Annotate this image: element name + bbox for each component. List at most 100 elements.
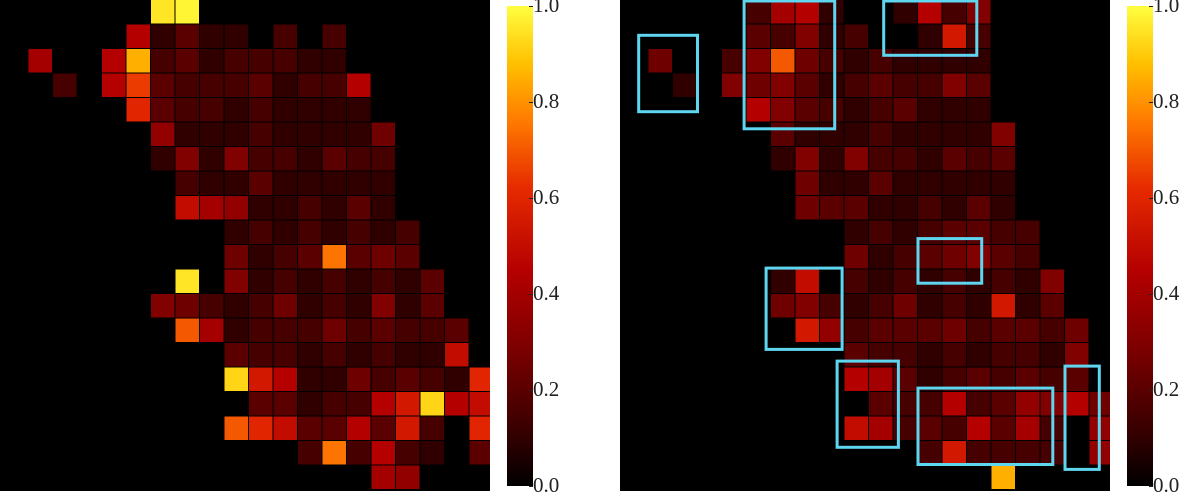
heatmap-cell — [322, 122, 346, 146]
heatmap-cell — [200, 98, 224, 122]
heatmap-cell — [869, 392, 893, 416]
heatmap-cell — [322, 392, 346, 416]
heatmap-cell — [1016, 269, 1040, 293]
heatmap-cell — [102, 49, 126, 73]
heatmap-cell — [298, 318, 322, 342]
heatmap-cell — [844, 220, 868, 244]
heatmap-cell — [322, 171, 346, 195]
heatmap-cell — [869, 318, 893, 342]
colorbar-right-ticks: 0.0 0.2 0.4 0.6 0.8 1.0 — [1148, 0, 1187, 496]
heatmap-cell — [795, 49, 819, 73]
heatmap-cell — [249, 318, 273, 342]
heatmap-cell — [942, 0, 966, 24]
heatmap-cell — [151, 122, 175, 146]
heatmap-cell — [28, 49, 52, 73]
heatmap-cell — [820, 73, 844, 97]
heatmap-cell — [795, 269, 819, 293]
heatmap-cell — [298, 343, 322, 367]
heatmap-cell — [820, 196, 844, 220]
heatmap-cell — [1040, 294, 1064, 318]
heatmap-cell — [469, 416, 490, 440]
heatmap-cell — [795, 98, 819, 122]
heatmap-cell — [967, 24, 991, 48]
heatmap-cell — [991, 318, 1015, 342]
colorbar-tick-label: 0.4 — [528, 281, 560, 305]
heatmap-cell — [224, 294, 248, 318]
heatmap-cell — [967, 245, 991, 269]
heatmap-cell — [273, 416, 297, 440]
heatmap-cell — [795, 24, 819, 48]
heatmap-cell — [844, 367, 868, 391]
heatmap-cell — [347, 343, 371, 367]
heatmap-cell — [918, 392, 942, 416]
heatmap-cell — [420, 343, 444, 367]
heatmap-cell — [273, 392, 297, 416]
heatmap-cell — [918, 98, 942, 122]
heatmap-cell — [273, 269, 297, 293]
heatmap-cell — [918, 171, 942, 195]
heatmap-cell — [893, 0, 917, 24]
colorbar-tick-label: 1.0 — [1148, 0, 1179, 16]
heatmap-cell — [820, 147, 844, 171]
heatmap-cell — [1065, 343, 1089, 367]
heatmap-cell — [175, 269, 199, 293]
heatmap-cell — [1016, 367, 1040, 391]
heatmap-cell — [322, 24, 346, 48]
heatmap-cell — [249, 416, 273, 440]
heatmap-cell — [918, 294, 942, 318]
heatmap-cell — [347, 196, 371, 220]
heatmap-cell — [771, 0, 795, 24]
heatmap-cell — [298, 147, 322, 171]
heatmap-cell — [893, 196, 917, 220]
heatmap-cell — [347, 171, 371, 195]
heatmap-cell — [918, 318, 942, 342]
heatmap-cell — [175, 98, 199, 122]
heatmap-cell — [322, 441, 346, 465]
heatmap-cell — [175, 49, 199, 73]
heatmap-cell — [322, 367, 346, 391]
heatmap-cell — [420, 269, 444, 293]
heatmap-cell — [942, 269, 966, 293]
heatmap-cell — [942, 196, 966, 220]
heatmap-cell — [347, 441, 371, 465]
heatmap-cell — [648, 49, 672, 73]
heatmap-cell — [371, 171, 395, 195]
heatmap-cell — [795, 0, 819, 24]
heatmap-cell — [249, 392, 273, 416]
heatmap-cell — [746, 24, 770, 48]
heatmap-cell — [469, 392, 490, 416]
heatmap-cell — [1040, 318, 1064, 342]
heatmap-cell — [224, 318, 248, 342]
heatmap-cell — [224, 196, 248, 220]
heatmap-cell — [126, 73, 150, 97]
heatmap-cell — [175, 24, 199, 48]
heatmap-cell — [445, 367, 469, 391]
heatmap-cell — [1016, 318, 1040, 342]
heatmap-cell — [844, 73, 868, 97]
heatmap-cell — [322, 416, 346, 440]
heatmap-cell — [273, 24, 297, 48]
heatmap-cell — [175, 0, 199, 24]
heatmap-cell — [942, 171, 966, 195]
heatmap-cell — [347, 367, 371, 391]
heatmap-cell — [396, 220, 420, 244]
heatmap-cell — [869, 294, 893, 318]
heatmap-cell — [298, 171, 322, 195]
colorbar-left — [507, 6, 533, 486]
heatmap-cell — [322, 318, 346, 342]
heatmap-cell — [844, 122, 868, 146]
heatmap-cell — [445, 392, 469, 416]
heatmap-cell — [200, 49, 224, 73]
heatmap-cell — [298, 220, 322, 244]
heatmap-cell — [991, 196, 1015, 220]
highlight-box — [742, 0, 837, 131]
heatmap-cell — [942, 318, 966, 342]
heatmap-cell — [151, 294, 175, 318]
heatmap-cell — [844, 318, 868, 342]
heatmap-cell — [967, 441, 991, 465]
heatmap-cell — [298, 367, 322, 391]
heatmap-cell — [224, 122, 248, 146]
heatmap-cell — [991, 465, 1015, 489]
heatmap-cell — [53, 73, 77, 97]
heatmap-cell — [249, 122, 273, 146]
